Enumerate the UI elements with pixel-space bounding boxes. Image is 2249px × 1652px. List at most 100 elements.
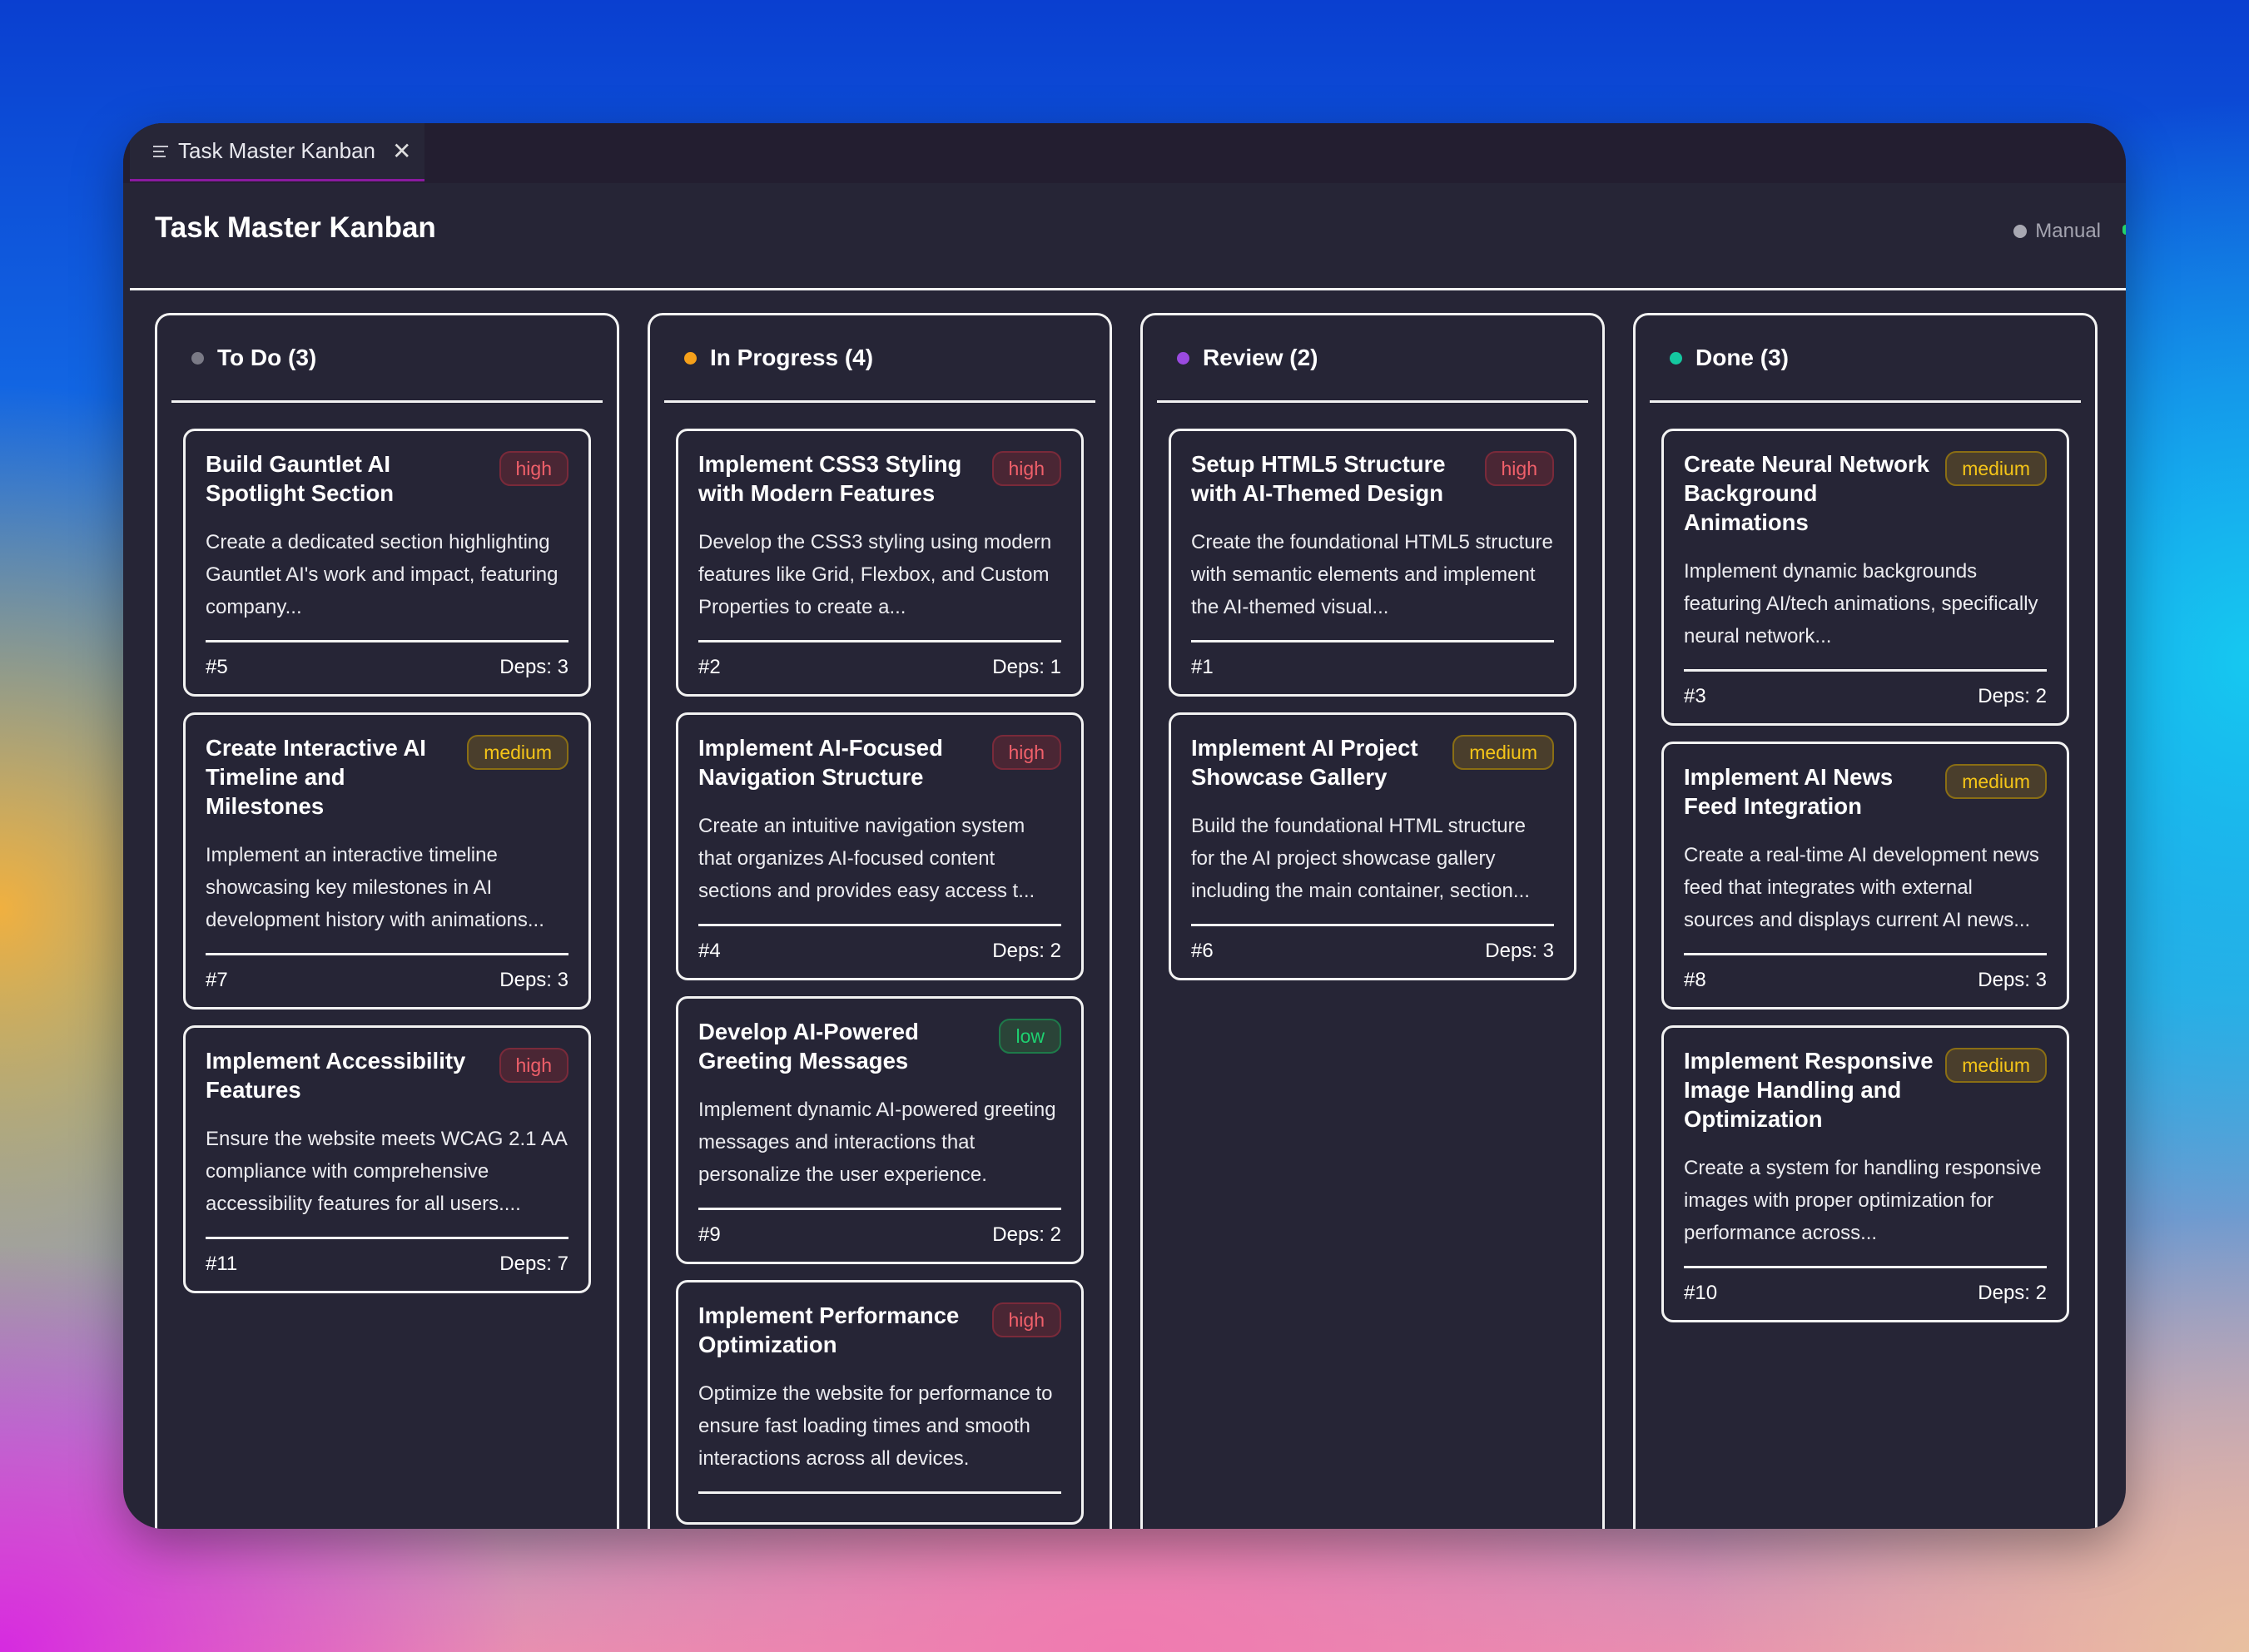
priority-badge: medium: [467, 735, 568, 770]
card-description: Ensure the website meets WCAG 2.1 AA com…: [206, 1123, 568, 1239]
close-icon[interactable]: ✕: [392, 138, 412, 164]
column-status-dot-icon: [684, 351, 697, 365]
card-header: Build Gauntlet AI Spotlight Section high: [206, 449, 568, 508]
dependency-count: Deps: 3: [1485, 940, 1554, 962]
card-title: Develop AI-Powered Greeting Messages: [698, 1019, 919, 1074]
card-title: Implement Performance Optimization: [698, 1302, 960, 1357]
card-description: Create a dedicated section highlighting …: [206, 526, 568, 642]
task-id: #4: [698, 940, 721, 962]
column-to-do: To Do (3) Build Gauntlet AI Spotlight Sec…: [155, 313, 619, 1529]
dependency-count: Deps: 1: [992, 656, 1061, 678]
card-description: Implement an interactive timeline showca…: [206, 839, 568, 955]
status-dot-icon: [2013, 225, 2028, 238]
task-card[interactable]: Implement AI-Focused Navigation Structur…: [676, 712, 1084, 980]
card-footer: #5 Deps: 3: [206, 642, 568, 679]
task-card[interactable]: Implement CSS3 Styling with Modern Featu…: [676, 429, 1084, 697]
card-footer: #11 Deps: 7: [206, 1239, 568, 1276]
card-title: Build Gauntlet AI Spotlight Section: [206, 451, 395, 506]
priority-badge: high: [499, 451, 568, 486]
card-description: Implement dynamic AI-powered greeting me…: [698, 1094, 1061, 1210]
task-id: #10: [1684, 1282, 1718, 1304]
column-status-dot-icon: [1177, 351, 1189, 365]
task-id: #8: [1684, 969, 1706, 991]
card-description: Build the foundational HTML structure fo…: [1191, 810, 1554, 926]
priority-badge: low: [999, 1019, 1061, 1054]
card-title: Implement Accessibility Features: [206, 1048, 466, 1103]
column-header: Review (2): [1157, 315, 1588, 403]
column-title: Review (2): [1203, 345, 1318, 370]
dependency-count: Deps: 2: [1978, 1282, 2047, 1304]
task-card[interactable]: Implement Accessibility Features high Ensu…: [183, 1025, 591, 1293]
card-title: Implement AI-Focused Navigation Structur…: [698, 735, 943, 790]
task-id: #9: [698, 1223, 721, 1246]
card-list: Implement CSS3 Styling with Modern Featu…: [676, 403, 1084, 1525]
card-footer: #9 Deps: 2: [698, 1210, 1061, 1247]
task-id: #1: [1191, 656, 1214, 678]
column-review: Review (2) Setup HTML5 Structure with AI-…: [1140, 313, 1605, 1529]
tab-bar: Task Master Kanban ✕: [123, 123, 2126, 183]
task-card[interactable]: Build Gauntlet AI Spotlight Section high C…: [183, 429, 591, 697]
dependency-count: Deps: 3: [499, 656, 568, 678]
column-in-progress: In Progress (4) Implement CSS3 Styling wi…: [648, 313, 1112, 1529]
card-footer: #10 Deps: 2: [1684, 1268, 2047, 1305]
card-footer: [698, 1494, 1061, 1507]
card-footer: #8 Deps: 3: [1684, 955, 2047, 992]
column-status-dot-icon: [191, 351, 204, 365]
card-footer: #4 Deps: 2: [698, 926, 1061, 963]
task-id: #3: [1684, 685, 1706, 707]
card-header: Implement CSS3 Styling with Modern Featu…: [698, 449, 1061, 508]
card-description: Develop the CSS3 styling using modern fe…: [698, 526, 1061, 642]
task-id: #11: [206, 1253, 238, 1275]
page-header: Task Master Kanban Manual: [130, 183, 2126, 290]
dependency-count: Deps: 2: [992, 940, 1061, 962]
mode-indicator[interactable]: Manual: [2013, 220, 2101, 243]
column-header: In Progress (4): [664, 315, 1095, 403]
priority-badge: high: [991, 451, 1061, 486]
task-card[interactable]: Create Interactive AI Timeline and Miles…: [183, 712, 591, 1010]
status-indicator-icon: [2122, 225, 2126, 235]
task-card[interactable]: Setup HTML5 Structure with AI-Themed Des…: [1169, 429, 1576, 697]
card-description: Implement dynamic backgrounds featuring …: [1684, 555, 2047, 672]
menu-lines-icon: [153, 145, 168, 157]
priority-badge: medium: [1945, 1048, 2047, 1083]
column-title: To Do (3): [217, 345, 317, 370]
priority-badge: high: [499, 1048, 568, 1083]
card-description: Create the foundational HTML5 structure …: [1191, 526, 1554, 642]
dependency-count: Deps: 3: [1978, 969, 2047, 991]
task-card[interactable]: Implement Performance Optimization high Op…: [676, 1280, 1084, 1525]
task-card[interactable]: Develop AI-Powered Greeting Messages low I…: [676, 996, 1084, 1264]
card-header: Create Interactive AI Timeline and Miles…: [206, 733, 568, 821]
task-card[interactable]: Implement AI News Feed Integration medium…: [1661, 742, 2069, 1010]
tab-label: Task Master Kanban: [178, 138, 376, 163]
card-title: Implement Responsive Image Handling and …: [1684, 1048, 1934, 1132]
kanban-board: To Do (3) Build Gauntlet AI Spotlight Sec…: [155, 313, 2101, 1529]
card-title: Implement AI News Feed Integration: [1684, 764, 1894, 819]
card-description: Create a real-time AI development news f…: [1684, 839, 2047, 955]
priority-badge: medium: [1945, 451, 2047, 486]
column-header: Done (3): [1650, 315, 2081, 403]
card-header: Implement AI Project Showcase Gallery med…: [1191, 733, 1554, 791]
card-title: Implement CSS3 Styling with Modern Featu…: [698, 451, 962, 506]
card-header: Setup HTML5 Structure with AI-Themed Des…: [1191, 449, 1554, 508]
task-card[interactable]: Create Neural Network Background Animati…: [1661, 429, 2069, 726]
dependency-count: Deps: 2: [1978, 685, 2047, 707]
task-card[interactable]: Implement AI Project Showcase Gallery med…: [1169, 712, 1576, 980]
card-list: Setup HTML5 Structure with AI-Themed Des…: [1169, 403, 1576, 980]
card-header: Implement AI News Feed Integration medium: [1684, 762, 2047, 821]
task-card[interactable]: Implement Responsive Image Handling and …: [1661, 1025, 2069, 1322]
card-description: Optimize the website for performance to …: [698, 1377, 1061, 1494]
page-title: Task Master Kanban: [155, 211, 436, 244]
card-footer: #7 Deps: 3: [206, 955, 568, 992]
card-title: Implement AI Project Showcase Gallery: [1191, 735, 1418, 790]
card-list: Create Neural Network Background Animati…: [1661, 403, 2069, 1322]
mode-label: Manual: [2035, 220, 2101, 242]
task-id: #5: [206, 656, 228, 678]
card-footer: #1: [1191, 642, 1554, 679]
priority-badge: medium: [1945, 764, 2047, 799]
card-header: Implement Accessibility Features high: [206, 1046, 568, 1104]
tab-task-master-kanban[interactable]: Task Master Kanban ✕: [130, 123, 424, 181]
column-done: Done (3) Create Neural Network Background…: [1633, 313, 2098, 1529]
card-header: Develop AI-Powered Greeting Messages low: [698, 1017, 1061, 1075]
card-header: Implement Performance Optimization high: [698, 1301, 1061, 1359]
card-footer: #3 Deps: 2: [1684, 672, 2047, 708]
